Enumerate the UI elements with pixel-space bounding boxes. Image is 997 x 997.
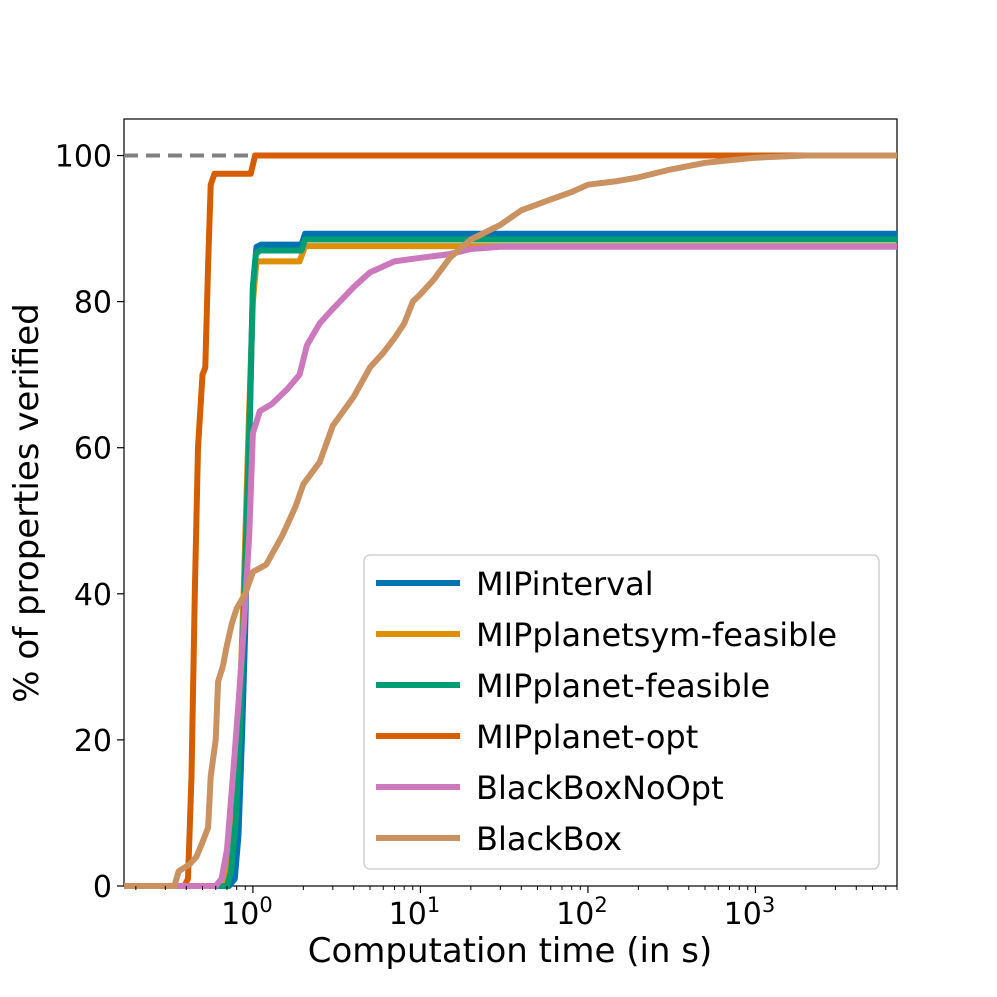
plot-frame [123,118,898,887]
series-line-blackboxnoopt [124,243,897,889]
y-tick-label: 60 [74,432,112,467]
x-axis-label: Computation time (in s) [308,931,713,971]
y-tick-label: 0 [93,870,112,905]
legend-label-mipplanet-feasible: MIPplanet-feasible [476,667,770,705]
legend-label-mipinterval: MIPinterval [476,565,654,603]
y-tick-label: 40 [74,578,112,613]
legend: MIPinterval MIPplanetsym-feasible MIPplane… [363,554,880,870]
y-tick-label: 20 [74,724,112,759]
legend-label-mipplanet-opt: MIPplanet-opt [476,718,698,756]
x-tick-label: 102 [556,893,608,932]
x-tick-label: 100 [221,893,273,932]
series-line-blackbox [124,152,897,889]
x-tick-label: 101 [389,893,441,932]
legend-label-blackbox: BlackBox [476,820,622,858]
y-axis-label: % of properties verified [7,303,47,702]
legend-label-mipplanetsym-feasible: MIPplanetsym-feasible [476,616,837,654]
y-tick-label: 100 [55,140,112,175]
y-tick-label: 80 [74,286,112,321]
series-line-mipplanet-feasible [124,236,897,889]
legend-box [363,554,880,870]
x-tick-label: 103 [724,893,776,932]
legend-label-blackboxnoopt: BlackBoxNoOpt [476,769,724,807]
